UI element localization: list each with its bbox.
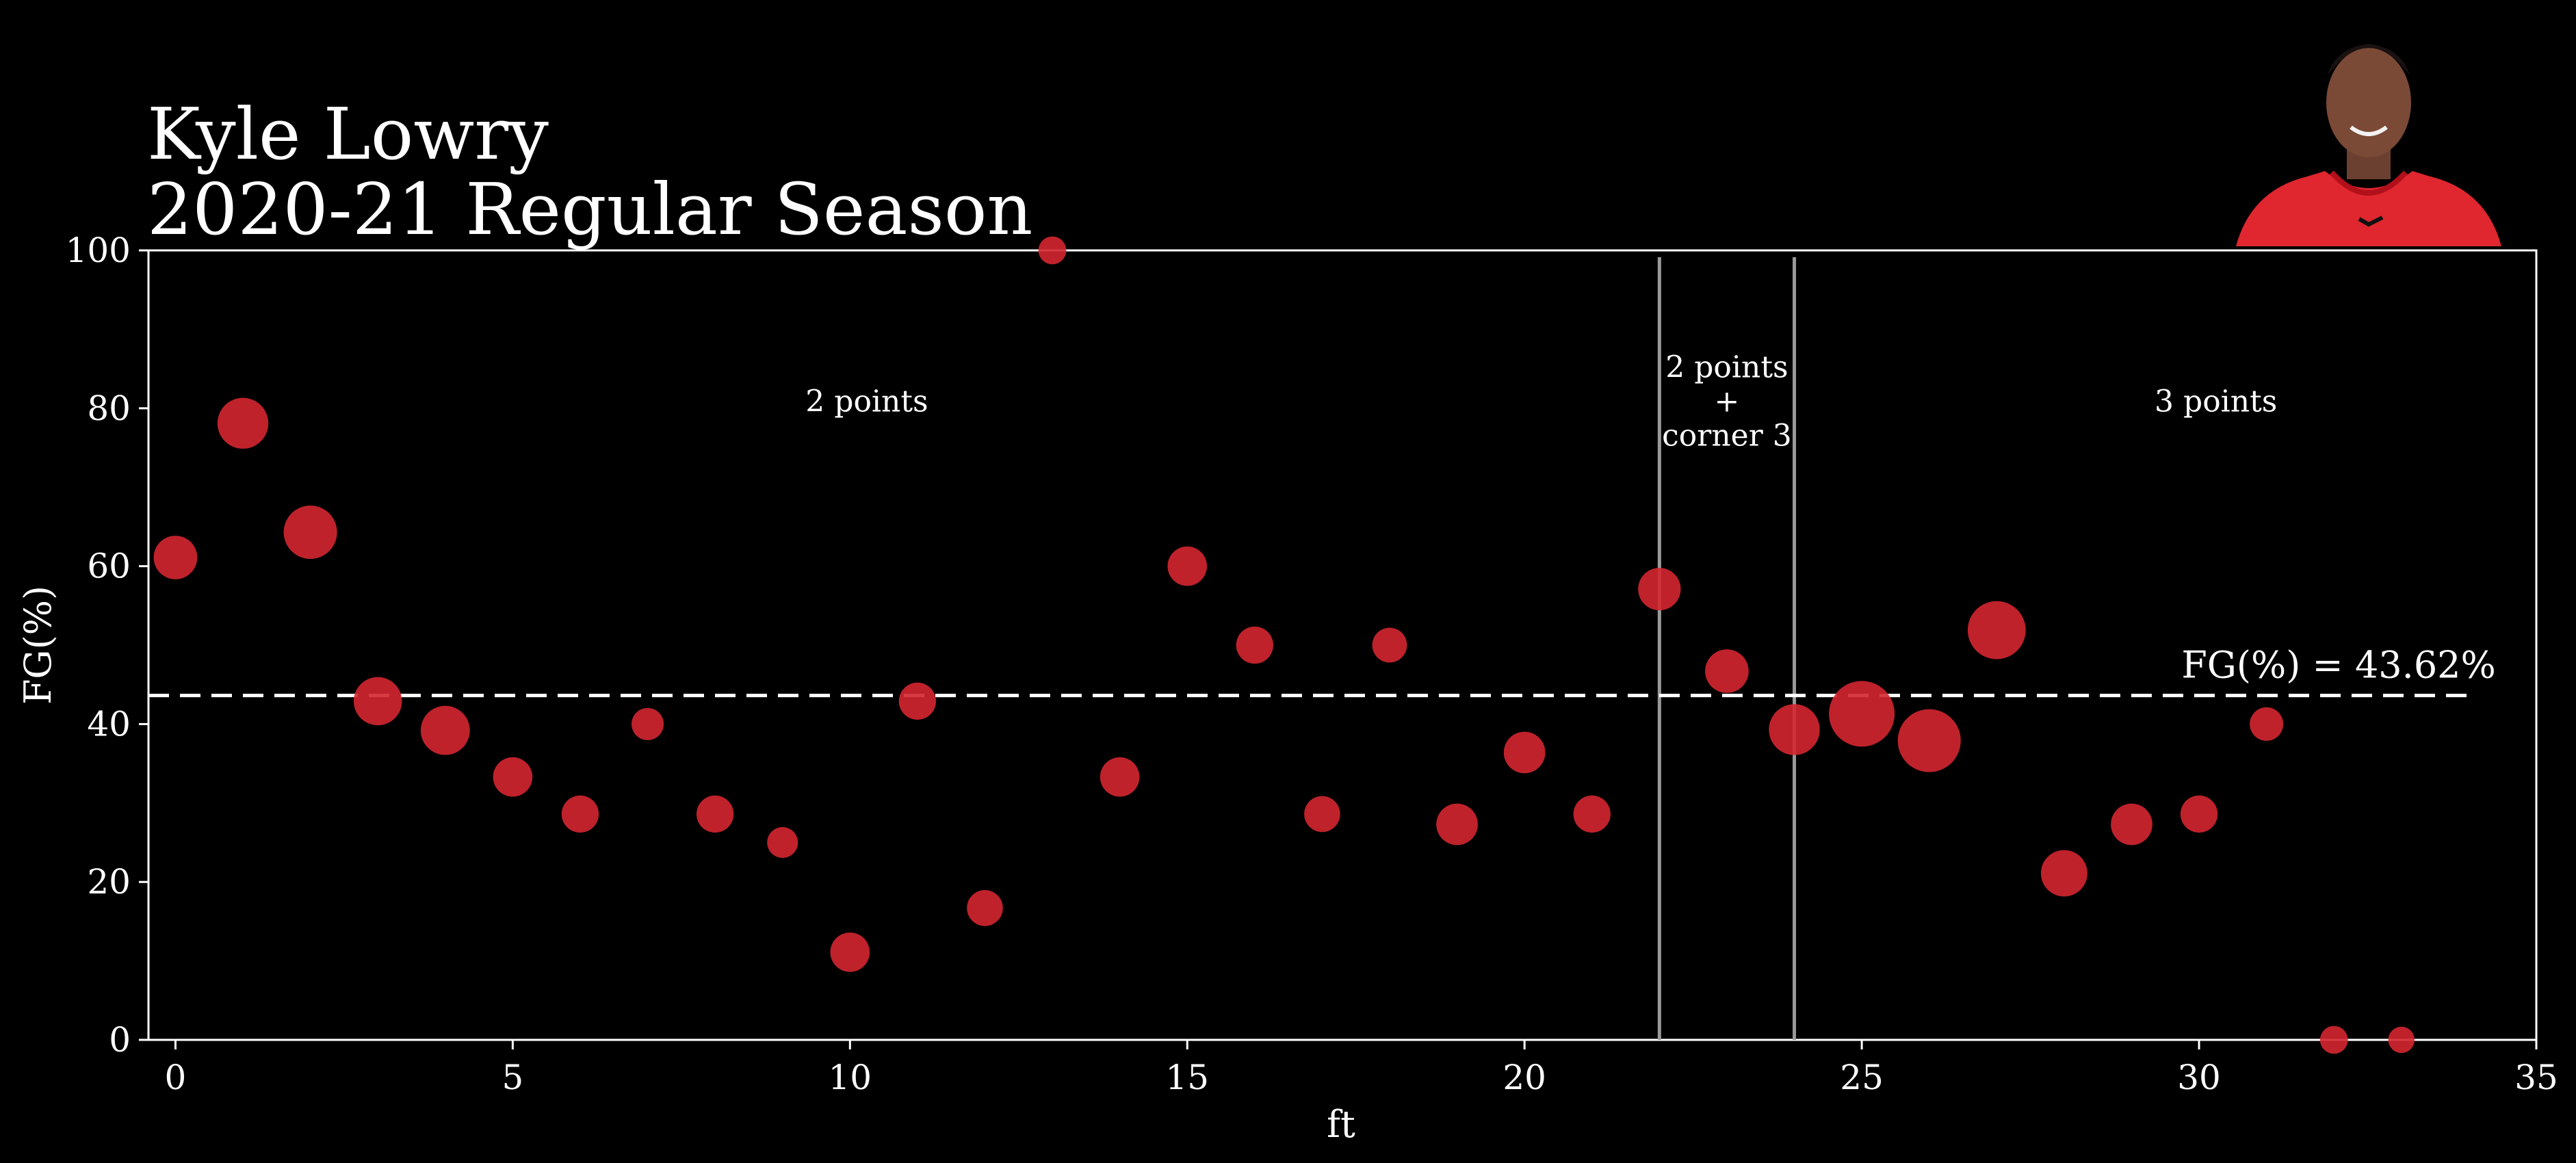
data-point [2111,803,2152,846]
data-point [830,932,870,972]
data-point [1167,546,1208,586]
data-point [1436,803,1478,846]
zone-label-line: + [1715,384,1740,419]
zone-lines [1657,257,1797,1040]
data-point [353,677,402,726]
plot-area [147,249,2538,1041]
data-point [1236,626,1273,664]
data-point [2180,795,2218,833]
data-point [2319,1025,2348,1054]
x-tick-label: 15 [1165,1058,1209,1097]
zone-label-line: corner 3 [1662,418,1792,453]
x-axis-label: ft [1327,1103,1355,1146]
data-point [767,826,798,859]
y-tick-label: 100 [66,231,131,270]
x-axis: 0 5 10 15 20 25 30 35 [165,1040,2558,1097]
data-point [217,397,269,449]
x-tick-label: 30 [2177,1058,2221,1097]
zone-label-line: 3 points [2155,384,2277,419]
y-axis-label: FG(%) [16,586,60,705]
y-tick-label: 20 [87,862,131,902]
x-tick-label: 0 [165,1058,187,1097]
x-tick-label: 20 [1502,1058,1546,1097]
data-point [1038,236,1067,265]
data-point [632,707,664,740]
chart-title-line2: 2020-21 Regular Season [147,168,1032,251]
data-point [561,795,599,833]
data-point [2250,707,2284,741]
data-point [283,505,337,559]
y-tick-label: 40 [87,704,131,744]
zone-label-0: 2 points [805,384,928,419]
player-headshot-icon [2236,44,2501,246]
data-point [1897,709,1961,772]
average-label: FG(%) = 43.62% [2181,644,2496,687]
x-tick-label: 35 [2514,1058,2558,1097]
data-point [967,889,1003,926]
data-point [493,757,533,797]
data-point [898,682,937,720]
x-tick-label: 10 [828,1058,872,1097]
data-points [153,236,2415,1054]
zone-label-1: 2 points+corner 3 [1662,350,1792,453]
data-point [1573,795,1611,833]
data-point [1705,649,1749,693]
data-point [153,536,198,579]
y-axis: 0 20 40 60 80 100 [66,231,148,1060]
data-point [420,705,470,755]
data-point [1304,796,1340,833]
data-point [1829,681,1895,747]
data-point [1100,757,1140,797]
y-tick-label: 60 [87,547,131,586]
data-point [1769,704,1820,755]
data-point [2388,1026,2415,1054]
chart-title-line1: Kyle Lowry [147,92,549,176]
y-tick-label: 0 [109,1020,131,1060]
data-point [1503,731,1546,774]
y-tick-label: 80 [87,389,131,428]
zone-label-line: 2 points [1665,350,1788,384]
x-tick-label: 5 [502,1058,523,1097]
data-point [1372,627,1407,663]
data-point [1967,601,2026,659]
zone-label-line: 2 points [805,384,928,419]
data-point [696,795,734,833]
x-tick-label: 25 [1840,1058,1884,1097]
zone-label-2: 3 points [2155,384,2277,419]
data-point [1638,567,1681,611]
data-point [2040,850,2087,897]
